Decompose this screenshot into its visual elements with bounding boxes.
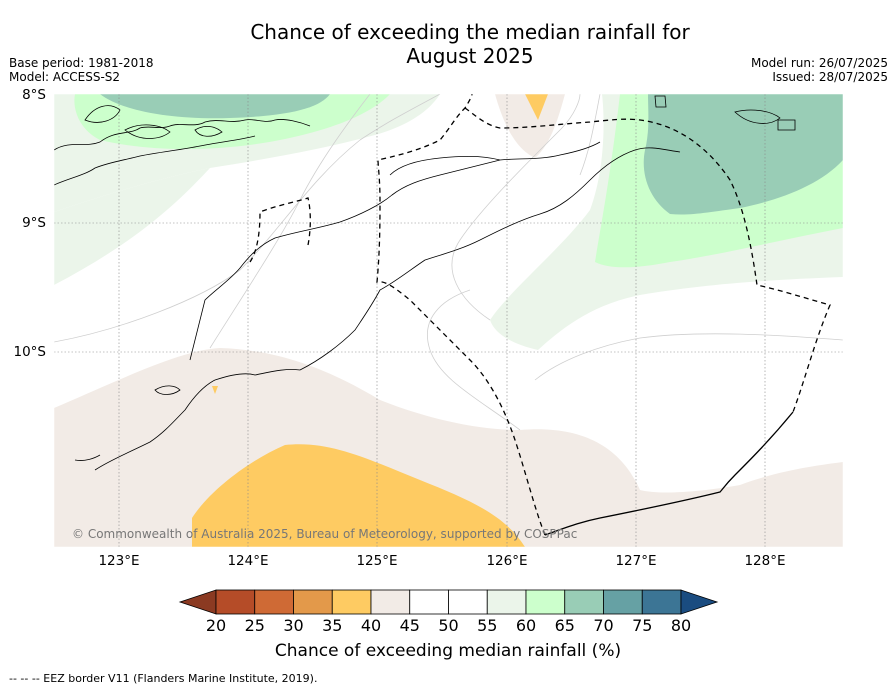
contour-line (534, 333, 843, 381)
contour-line (427, 289, 521, 431)
coastline-rote (74, 454, 101, 461)
shade-65-70-east (643, 94, 843, 215)
eez-dashed-line (376, 94, 546, 536)
eez-solid-line (544, 411, 794, 536)
shade-35-40-north-notch (525, 94, 548, 120)
colorbar-tick-label: 50 (438, 616, 459, 635)
lon-label-124e: 124°E (227, 553, 269, 569)
colorbar-arrow-low (178, 589, 217, 615)
colorbar-arrow-high (680, 589, 719, 615)
copyright-text: © Commonwealth of Australia 2025, Bureau… (72, 527, 577, 541)
colorbar (178, 589, 719, 615)
colorbar-tick-label: 35 (322, 616, 343, 635)
colorbar-tick-label: 55 (477, 616, 498, 635)
lat-label-10s: 10°S (13, 344, 47, 360)
shade-35-40-south (192, 444, 525, 547)
lon-label-125e: 125°E (356, 553, 398, 569)
coastline-east-islands (654, 95, 796, 131)
chart-title: Chance of exceeding the median rainfall … (0, 20, 896, 68)
base-period-text: Base period: 1981-2018 (9, 56, 154, 70)
colorbar-label: Chance of exceeding median rainfall (%) (274, 641, 622, 661)
colorbar-swatch (525, 589, 566, 615)
colorbar-swatch (409, 589, 449, 615)
contour-line (451, 94, 581, 321)
lat-label-9s: 9°S (22, 215, 46, 231)
colorbar-swatch (215, 589, 256, 615)
colorbar-swatch (603, 589, 643, 615)
colorbar-tick-label: 80 (670, 616, 692, 635)
colorbar-swatch (486, 589, 527, 615)
colorbar-tick-label: 40 (360, 616, 382, 635)
lon-label-123e: 123°E (98, 553, 140, 569)
coastline-timor-north (189, 141, 601, 361)
eez-dashed-line-west (249, 197, 311, 263)
colorbar-swatch (448, 589, 488, 615)
coastline-timor (94, 147, 681, 471)
colorbar-tick-label: 60 (515, 616, 537, 635)
coastline-wetar-region (54, 135, 256, 186)
eez-footnote: -- -- -- EEZ border V11 (Flanders Marine… (9, 672, 318, 685)
colorbar-tick-label: 70 (593, 616, 614, 635)
colorbar-tick-label: 75 (632, 616, 653, 635)
shade-65-70-northwest (100, 94, 330, 119)
title-line-1: Chance of exceeding the median rainfall … (250, 20, 690, 44)
coastline-alor-area (389, 155, 501, 176)
colorbar-swatch (254, 589, 294, 615)
lon-label-128e: 128°E (744, 553, 786, 569)
shade-35-40-spot (212, 386, 218, 394)
colorbar-swatch (641, 589, 682, 615)
colorbar-tick-label: 30 (283, 616, 304, 635)
coastline-flores-region (54, 119, 311, 151)
title-line-2: August 2025 (406, 44, 534, 68)
lat-label-8s: 8°S (22, 87, 46, 103)
colorbar-tick-label: 45 (399, 616, 420, 635)
coastlines (54, 95, 796, 471)
map-frame (53, 93, 844, 548)
colorbar-tick-label: 20 (205, 616, 227, 635)
colorbar-tick-label: 65 (554, 616, 575, 635)
model-run-text: Model run: 26/07/2025 (750, 56, 888, 70)
colorbar-swatch (564, 589, 604, 615)
issued-text: Issued: 28/07/2025 (772, 70, 888, 84)
colorbar-swatch (370, 589, 411, 615)
shade-55-60-west-band (54, 168, 210, 285)
lon-label-127e: 127°E (615, 553, 657, 569)
contour-line (54, 94, 441, 343)
map-area: © Commonwealth of Australia 2025, Bureau… (54, 94, 843, 547)
colorbar-tick-label: 25 (244, 616, 265, 635)
model-text: Model: ACCESS-S2 (9, 70, 121, 84)
colorbar-swatch (293, 589, 333, 615)
meta-right: Model run: 26/07/2025 Issued: 28/07/2025 (751, 56, 888, 84)
eez-dashed-line-north (464, 107, 831, 413)
coastline-north-islands (84, 105, 223, 139)
coastline-sawu (154, 385, 181, 395)
colorbar-swatch (331, 589, 372, 615)
contour-line (579, 94, 601, 176)
meta-left: Base period: 1981-2018 Model: ACCESS-S2 (9, 56, 154, 84)
eez-border (249, 94, 831, 536)
lon-label-126e: 126°E (486, 553, 528, 569)
